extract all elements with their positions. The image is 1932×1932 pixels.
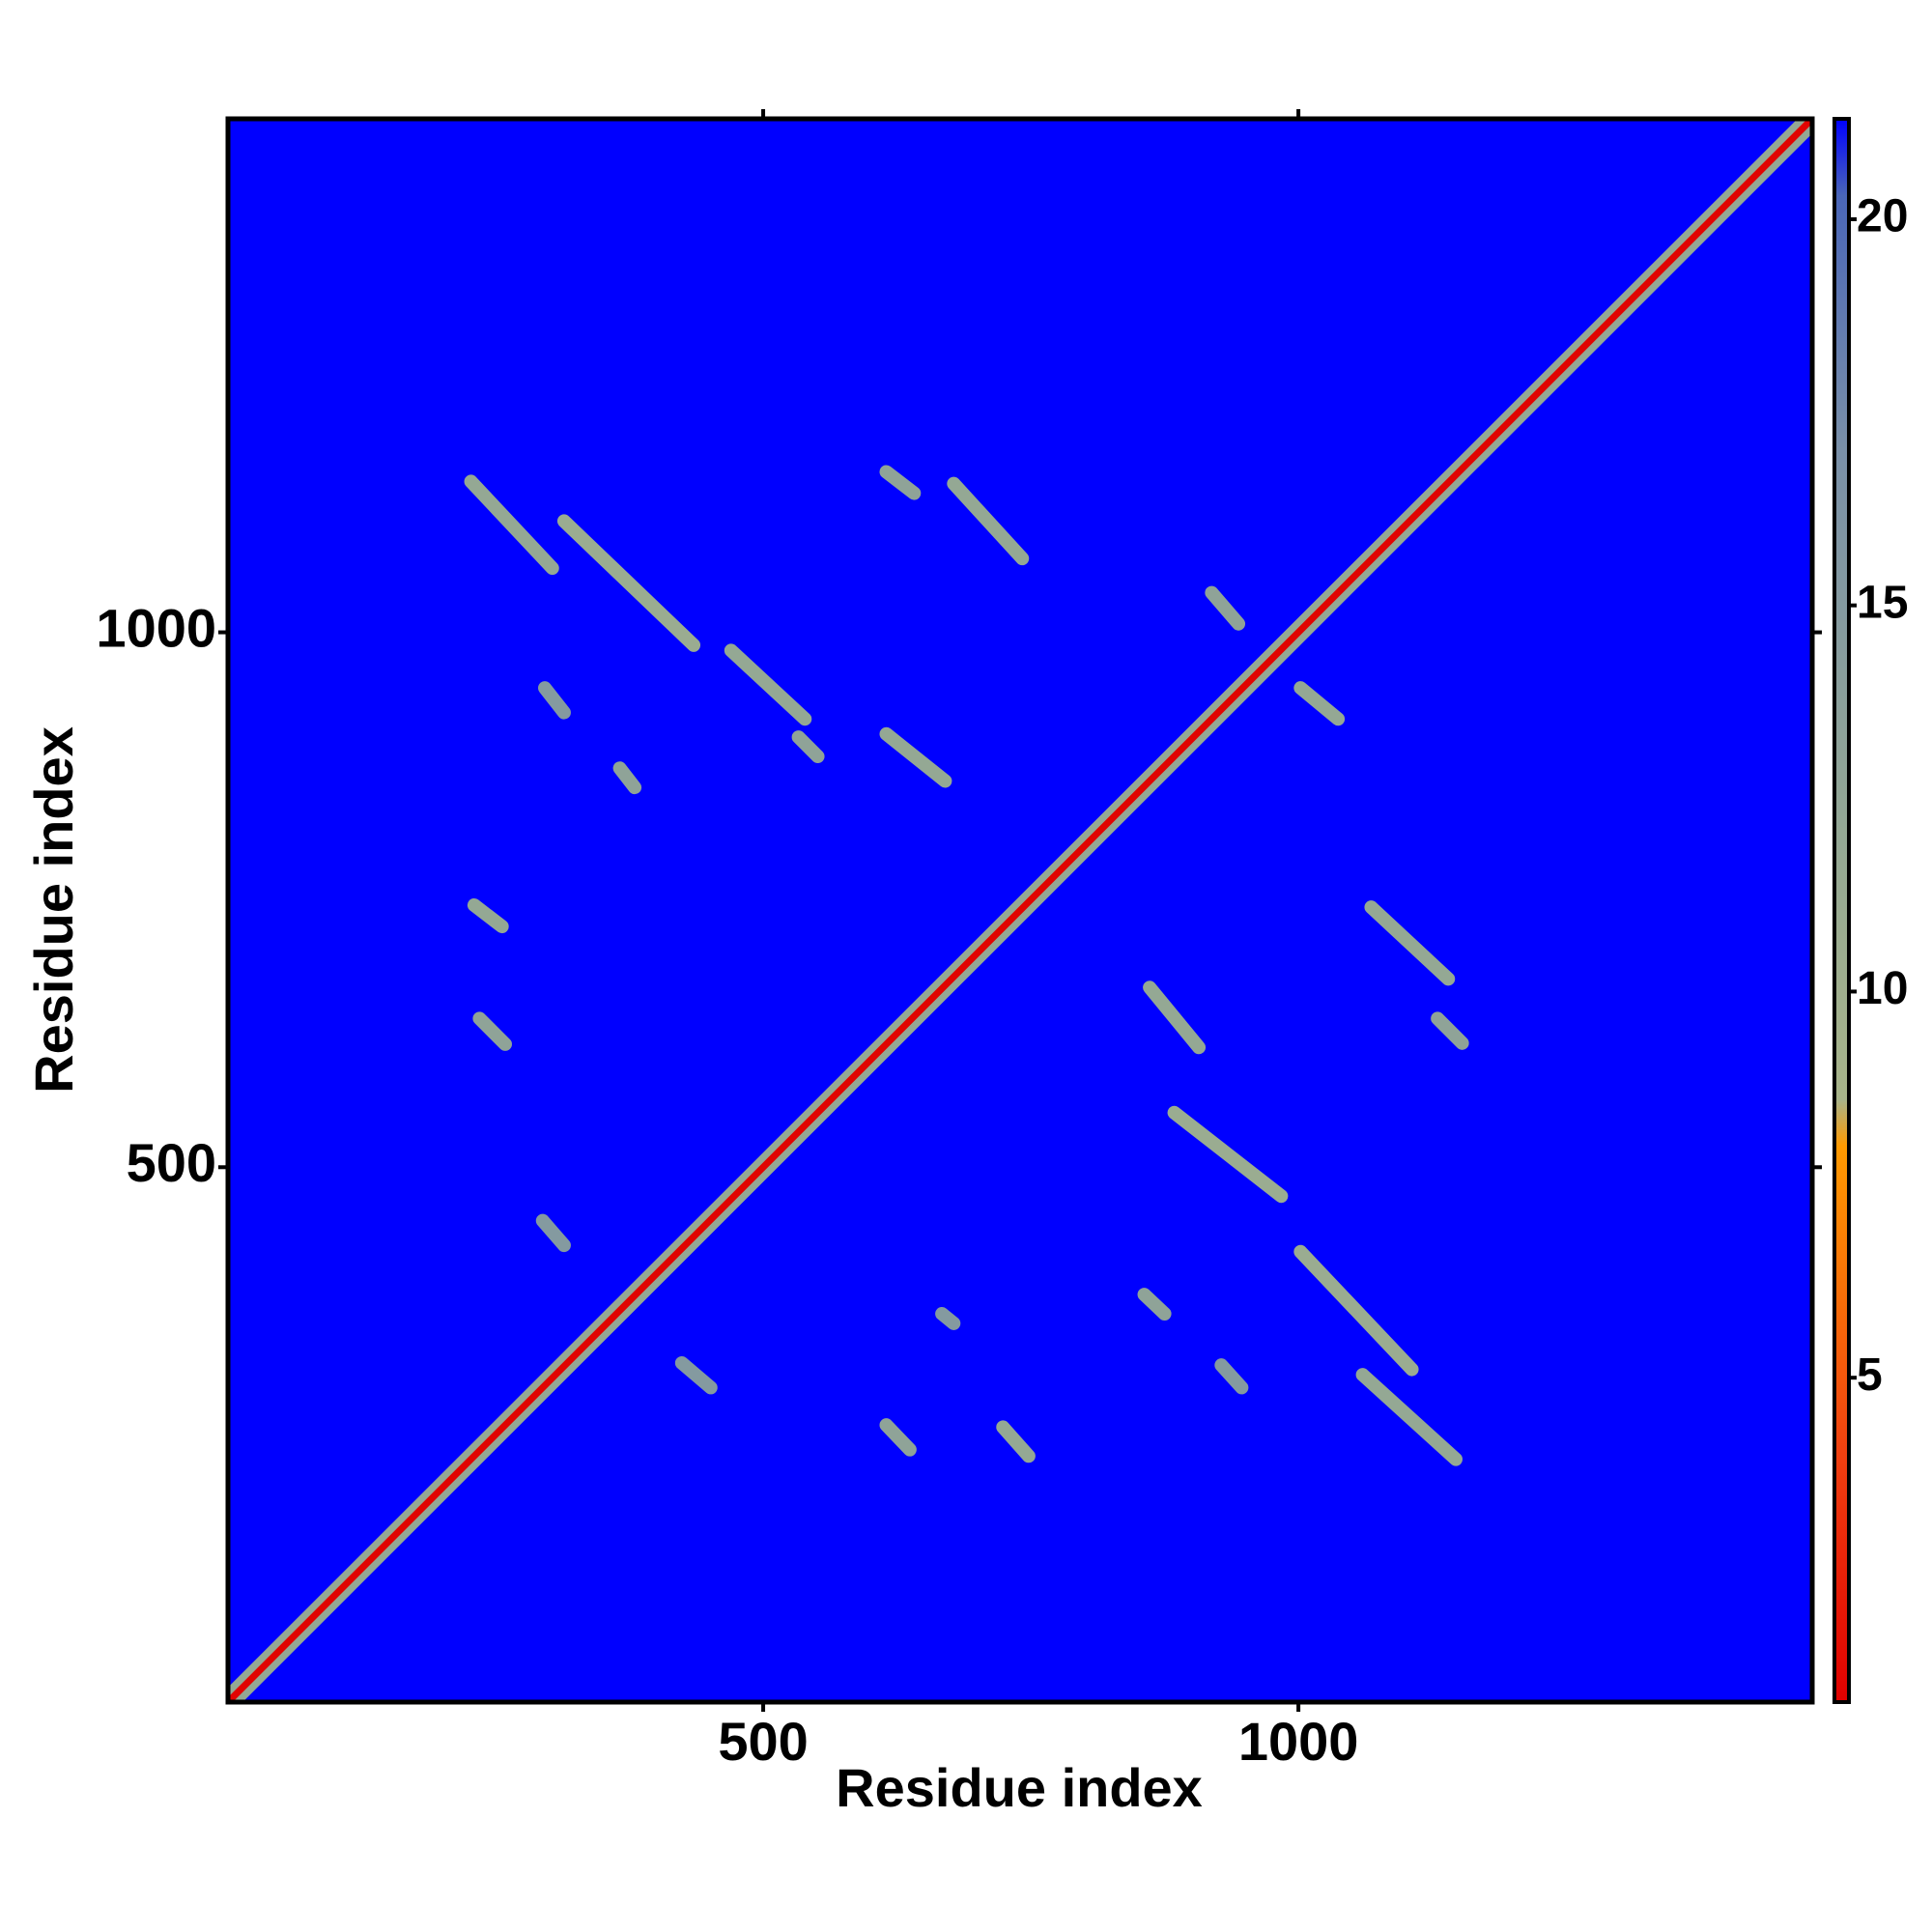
y-axis-title: Residue index [23,726,84,1094]
contact-band [1431,1011,1469,1050]
y-tick-label: 1000 [96,597,216,658]
contact-band [1293,681,1346,726]
contact-band [535,1213,571,1253]
contact-band [1214,1358,1249,1395]
contact-band [472,1011,512,1051]
contact-band [879,726,952,788]
contact-band [1137,1288,1172,1321]
contact-band [996,1420,1036,1463]
contact-band [724,643,812,726]
contact-band [1355,1368,1463,1466]
contact-band [674,1355,718,1395]
contact-band [947,476,1030,566]
contact-band [556,514,701,652]
contact-band [1205,585,1246,631]
plot-frame [225,116,1815,1705]
contact-band [879,1418,917,1457]
contact-band [1293,1244,1419,1377]
x-axis-title: Residue index [836,1757,1203,1818]
colorbar-tick-label: 15 [1857,577,1908,628]
contact-band [612,761,642,795]
x-tick-label: 500 [718,1711,808,1772]
colorbar-tick-label: 10 [1857,963,1908,1014]
contact-band [1364,900,1456,986]
contact-band [228,119,1808,1698]
colorbar [1833,117,1851,1704]
contact-band [538,681,571,720]
y-tick-label: 500 [127,1132,216,1193]
colorbar-tick-label: 20 [1857,191,1908,242]
contact-band [791,730,825,764]
contact-band [228,119,1812,1702]
x-tick-label: 1000 [1238,1711,1359,1772]
contact-band [879,465,922,500]
contact-band [464,474,559,576]
contact-band [1167,1105,1289,1204]
contact-band [232,123,1812,1702]
contact-band [935,1307,961,1330]
contact-band [467,897,509,934]
plot-area [228,119,1812,1702]
colorbar-tick-label: 5 [1857,1350,1883,1401]
contact-band [1143,980,1207,1055]
